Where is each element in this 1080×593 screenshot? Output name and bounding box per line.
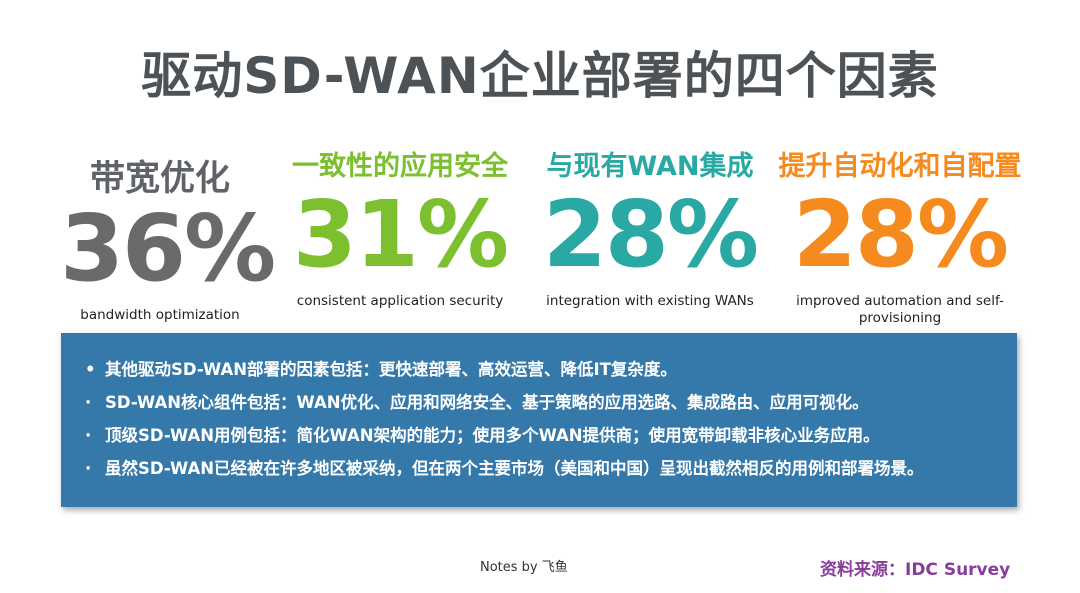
stat-label: 一致性的应用安全 (292, 151, 508, 182)
bullet-marker: · (85, 426, 92, 445)
stat-value: 31% (292, 181, 509, 288)
stat-caption: bandwidth optimization (80, 307, 240, 323)
stat-bandwidth-optimization: 带宽优化 36% bandwidth optimization (60, 150, 276, 324)
list-item: · 虽然SD-WAN已经被在许多地区被采纳，但在两个主要市场（美国和中国）呈现出截… (85, 452, 1017, 485)
bullet-text: 顶级SD-WAN用例包括：简化WAN架构的能力；使用多个WAN提供商；使用宽带卸… (105, 426, 880, 445)
stat-application-security: 一致性的应用安全 31% consistent application secu… (290, 144, 510, 310)
bullet-text: 虽然SD-WAN已经被在许多地区被采纳，但在两个主要市场（美国和中国）呈现出截然… (105, 459, 924, 478)
bullet-marker: · (85, 459, 92, 478)
stat-value: 36% (60, 195, 276, 302)
data-source: 资料来源：IDC Survey (820, 560, 1011, 580)
list-item: · SD-WAN核心组件包括：WAN优化、应用和网络安全、基于策略的应用选路、集成… (85, 386, 1017, 419)
list-item: · 顶级SD-WAN用例包括：简化WAN架构的能力；使用多个WAN提供商；使用宽带… (85, 419, 1017, 452)
stat-value: 28% (792, 181, 1009, 288)
stat-value: 28% (542, 181, 759, 288)
stat-label: 提升自动化和自配置 (778, 151, 1022, 182)
slide-title: 驱动SD-WAN企业部署的四个因素 (141, 47, 939, 105)
stat-wan-integration: 与现有WAN集成 28% integration with existing W… (540, 144, 760, 310)
stat-caption: improved automation and self-provisionin… (796, 293, 1004, 326)
stat-label: 带宽优化 (89, 159, 230, 199)
bullet-marker: • (85, 360, 96, 379)
bullet-marker: · (85, 393, 92, 412)
notes-credit: Notes by 飞鱼 (480, 560, 568, 575)
stat-label: 与现有WAN集成 (546, 151, 754, 182)
summary-list: • 其他驱动SD-WAN部署的因素包括：更快速部署、高效运营、降低IT复杂度。 ·… (61, 333, 1017, 485)
bullet-text: SD-WAN核心组件包括：WAN优化、应用和网络安全、基于策略的应用选路、集成路… (105, 393, 869, 412)
bullet-text: 其他驱动SD-WAN部署的因素包括：更快速部署、高效运营、降低IT复杂度。 (105, 360, 677, 379)
stat-caption: integration with existing WANs (546, 293, 754, 309)
stat-caption: consistent application security (296, 293, 504, 309)
summary-panel: • 其他驱动SD-WAN部署的因素包括：更快速部署、高效运营、降低IT复杂度。 ·… (61, 333, 1017, 507)
list-item: • 其他驱动SD-WAN部署的因素包括：更快速部署、高效运营、降低IT复杂度。 (85, 353, 1017, 386)
stat-automation: 提升自动化和自配置 28% improved automation and se… (770, 144, 1030, 327)
